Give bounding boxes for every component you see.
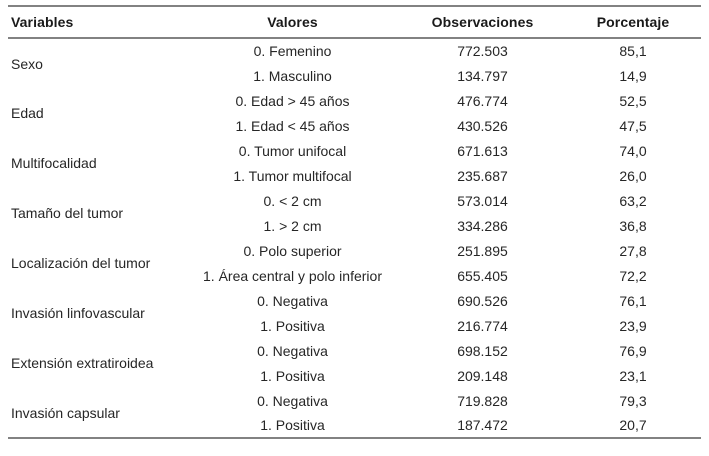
valor-cell: 1. Área central y polo inferior bbox=[203, 267, 382, 284]
observaciones-cell: 216.774 bbox=[457, 317, 508, 334]
observaciones-cell: 698.152 bbox=[457, 342, 508, 359]
table-row: 1. Positiva 209.148 23,1 bbox=[8, 363, 701, 388]
porcentaje-cell: 47,5 bbox=[619, 117, 647, 134]
table-row: 1. Edad < 45 años 430.526 47,5 bbox=[8, 113, 701, 138]
observaciones-cell: 209.148 bbox=[457, 367, 508, 384]
column-header-valores: Valores bbox=[185, 6, 400, 39]
porcentaje-cell: 23,1 bbox=[619, 367, 647, 384]
porcentaje-cell: 85,1 bbox=[619, 43, 647, 59]
observaciones-cell: 719.828 bbox=[457, 392, 508, 409]
valor-cell: 0. Negativa bbox=[257, 392, 328, 409]
observaciones-cell: 251.895 bbox=[457, 242, 508, 259]
valor-cell: 1. Tumor multifocal bbox=[233, 167, 352, 184]
porcentaje-cell: 27,8 bbox=[619, 242, 647, 259]
porcentaje-cell: 52,5 bbox=[619, 92, 647, 109]
porcentaje-cell: 14,9 bbox=[619, 67, 647, 84]
porcentaje-cell: 63,2 bbox=[619, 192, 647, 209]
variable-cell: Edad bbox=[11, 105, 44, 121]
column-header-observaciones: Observaciones bbox=[400, 6, 565, 39]
table-row: Tamaño del tumor 0. < 2 cm 573.014 63,2 bbox=[8, 188, 701, 222]
table-row: Edad 0. Edad > 45 años 476.774 52,5 bbox=[8, 88, 701, 122]
porcentaje-cell: 23,9 bbox=[619, 317, 647, 334]
observaciones-cell: 235.687 bbox=[457, 167, 508, 184]
observaciones-cell: 655.405 bbox=[457, 267, 508, 284]
variable-cell: Invasión linfovascular bbox=[11, 305, 145, 321]
valor-cell: 1. Positiva bbox=[260, 367, 325, 384]
table-row: Invasión linfovascular 0. Negativa 690.526… bbox=[8, 288, 701, 322]
porcentaje-cell: 74,0 bbox=[619, 142, 647, 159]
porcentaje-cell: 26,0 bbox=[619, 167, 647, 184]
table-row: Multifocalidad 0. Tumor unifocal 671.613 74… bbox=[8, 138, 701, 172]
table-row: Localización del tumor 0. Polo superior 25… bbox=[8, 238, 701, 272]
valor-cell: 0. Polo superior bbox=[243, 242, 342, 259]
valor-cell: 1. Positiva bbox=[260, 317, 325, 334]
table-row: 1. > 2 cm 334.286 36,8 bbox=[8, 213, 701, 238]
variable-cell: Sexo bbox=[11, 55, 43, 72]
table-row: 1. Área central y polo inferior 655.405 72… bbox=[8, 263, 701, 288]
column-header-variables: Variables bbox=[8, 6, 185, 39]
porcentaje-cell: 76,1 bbox=[619, 292, 647, 309]
valor-cell: 1. Positiva bbox=[260, 417, 325, 433]
table-row: 1. Positiva 216.774 23,9 bbox=[8, 313, 701, 338]
valor-cell: 1. Edad < 45 años bbox=[235, 117, 350, 134]
valor-cell: 0. Femenino bbox=[253, 43, 332, 59]
porcentaje-cell: 76,9 bbox=[619, 342, 647, 359]
observaciones-cell: 476.774 bbox=[457, 92, 508, 109]
page: Variables Valores Observaciones Porcenta… bbox=[8, 5, 701, 439]
valor-cell: 0. Negativa bbox=[257, 292, 328, 309]
table-row: Sexo 0. Femenino 772.503 85,1 bbox=[8, 38, 701, 72]
observaciones-cell: 430.526 bbox=[457, 117, 508, 134]
observaciones-cell: 134.797 bbox=[457, 67, 508, 84]
observaciones-cell: 187.472 bbox=[457, 417, 508, 433]
variable-cell: Invasión capsular bbox=[11, 404, 120, 421]
observaciones-cell: 671.613 bbox=[457, 142, 508, 159]
observaciones-cell: 334.286 bbox=[457, 217, 508, 234]
variable-cell: Localización del tumor bbox=[11, 255, 151, 271]
valor-cell: 1. > 2 cm bbox=[263, 217, 322, 234]
valor-cell: 0. Edad > 45 años bbox=[235, 92, 350, 109]
porcentaje-cell: 79,3 bbox=[619, 392, 647, 409]
valor-cell: 0. Negativa bbox=[257, 342, 328, 359]
variables-table: Variables Valores Observaciones Porcenta… bbox=[8, 5, 701, 439]
porcentaje-cell: 20,7 bbox=[619, 417, 647, 433]
column-header-porcentaje: Porcentaje bbox=[565, 6, 701, 39]
table-row: Extensión extratiroidea 0. Negativa 698.15… bbox=[8, 338, 701, 372]
observaciones-cell: 690.526 bbox=[457, 292, 508, 309]
valor-cell: 1. Masculino bbox=[253, 67, 332, 84]
table-row: Invasión capsular 0. Negativa 719.828 79,3 bbox=[8, 388, 701, 421]
table-row: 1. Tumor multifocal 235.687 26,0 bbox=[8, 163, 701, 188]
porcentaje-cell: 72,2 bbox=[619, 267, 647, 284]
porcentaje-cell: 36,8 bbox=[619, 217, 647, 234]
observaciones-cell: 772.503 bbox=[457, 43, 508, 59]
variable-cell: Tamaño del tumor bbox=[11, 205, 124, 221]
observaciones-cell: 573.014 bbox=[457, 192, 508, 209]
table-row: 1. Positiva 187.472 20,7 bbox=[8, 413, 701, 438]
header-row: Variables Valores Observaciones Porcenta… bbox=[8, 6, 701, 39]
variable-cell: Multifocalidad bbox=[11, 155, 97, 171]
valor-cell: 0. Tumor unifocal bbox=[238, 142, 347, 159]
valor-cell: 0. < 2 cm bbox=[263, 192, 322, 209]
variable-cell: Extensión extratiroidea bbox=[11, 355, 154, 371]
table-row: 1. Masculino 134.797 14,9 bbox=[8, 63, 701, 88]
